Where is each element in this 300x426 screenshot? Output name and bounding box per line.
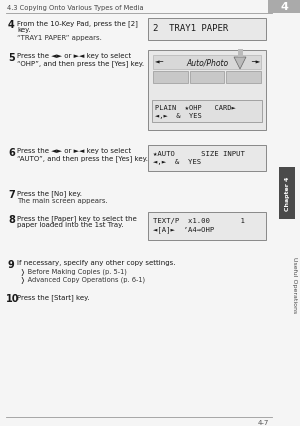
Text: PLAIN  ★OHP   CARD►: PLAIN ★OHP CARD► xyxy=(155,105,236,111)
Bar xyxy=(226,72,261,84)
Text: 4: 4 xyxy=(8,20,15,30)
Text: Press the ◄► or ►◄ key to select: Press the ◄► or ►◄ key to select xyxy=(17,148,131,154)
Text: 9: 9 xyxy=(8,259,15,269)
Text: Press the ◄► or ►◄ key to select: Press the ◄► or ►◄ key to select xyxy=(17,53,131,59)
Text: “AUTO”, and then press the [Yes] key.: “AUTO”, and then press the [Yes] key. xyxy=(17,155,148,161)
Bar xyxy=(268,0,300,14)
Text: paper loaded into the 1st Tray.: paper loaded into the 1st Tray. xyxy=(17,222,124,227)
Text: If necessary, specify any other copy settings.: If necessary, specify any other copy set… xyxy=(17,259,175,265)
Text: Useful Operations: Useful Operations xyxy=(292,256,296,312)
Bar xyxy=(148,19,266,41)
Text: ─►: ─► xyxy=(251,58,260,67)
Text: 7: 7 xyxy=(8,190,15,199)
Bar xyxy=(153,72,188,84)
Text: Auto/Photo: Auto/Photo xyxy=(186,58,228,67)
Text: “OHP”, and then press the [Yes] key.: “OHP”, and then press the [Yes] key. xyxy=(17,60,144,66)
Bar xyxy=(279,167,295,219)
Text: ◄─: ◄─ xyxy=(155,58,164,67)
Text: From the 10-Key Pad, press the [2]: From the 10-Key Pad, press the [2] xyxy=(17,20,138,27)
Bar xyxy=(238,50,242,58)
Text: ◄[A]►  ’A4⇒OHP: ◄[A]► ’A4⇒OHP xyxy=(153,226,214,233)
Text: 10: 10 xyxy=(6,294,20,303)
Text: The main screen appears.: The main screen appears. xyxy=(17,198,108,204)
Text: 4.3 Copying Onto Various Types of Media: 4.3 Copying Onto Various Types of Media xyxy=(7,5,144,11)
Text: 5: 5 xyxy=(8,53,15,63)
Bar xyxy=(152,101,262,123)
Text: Chapter 4: Chapter 4 xyxy=(284,176,290,211)
Text: ◄,►  &  YES: ◄,► & YES xyxy=(153,159,201,165)
Text: Press the [Paper] key to select the: Press the [Paper] key to select the xyxy=(17,215,137,221)
Bar xyxy=(148,146,266,172)
Text: ★AUTO      SIZE INPUT: ★AUTO SIZE INPUT xyxy=(153,151,245,157)
Text: 8: 8 xyxy=(8,215,15,225)
Text: key.: key. xyxy=(17,27,31,33)
Polygon shape xyxy=(234,58,246,70)
Text: Press the [No] key.: Press the [No] key. xyxy=(17,190,82,196)
Text: TEXT/P  x1.00       1: TEXT/P x1.00 1 xyxy=(153,218,245,224)
Bar xyxy=(190,72,224,84)
Bar xyxy=(148,213,266,240)
Text: 2  TRAY1 PAPER: 2 TRAY1 PAPER xyxy=(153,24,228,33)
Text: Press the [Start] key.: Press the [Start] key. xyxy=(17,294,89,300)
Text: ❭ Advanced Copy Operations (p. 6-1): ❭ Advanced Copy Operations (p. 6-1) xyxy=(20,276,145,283)
Text: ◄,►  &  YES: ◄,► & YES xyxy=(155,113,202,119)
Text: ❭ Before Making Copies (p. 5-1): ❭ Before Making Copies (p. 5-1) xyxy=(20,268,127,275)
Text: 4: 4 xyxy=(280,2,288,12)
Bar xyxy=(153,56,261,70)
Bar xyxy=(148,51,266,131)
Text: 6: 6 xyxy=(8,148,15,158)
Text: 4-7: 4-7 xyxy=(258,419,269,425)
Text: “TRAY1 PAPER” appears.: “TRAY1 PAPER” appears. xyxy=(17,35,102,41)
